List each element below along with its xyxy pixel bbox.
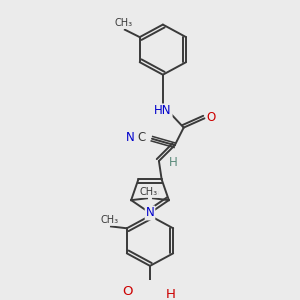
Text: CH₃: CH₃ xyxy=(115,18,133,28)
Text: CH₃: CH₃ xyxy=(142,187,160,197)
Text: N: N xyxy=(126,131,135,144)
Text: H: H xyxy=(168,156,177,170)
Text: C: C xyxy=(137,131,145,144)
Text: N: N xyxy=(146,206,154,220)
Text: HN: HN xyxy=(154,104,172,117)
Text: H: H xyxy=(166,288,176,300)
Text: O: O xyxy=(207,111,216,124)
Text: O: O xyxy=(122,285,133,298)
Text: CH₃: CH₃ xyxy=(140,187,158,197)
Text: CH₃: CH₃ xyxy=(101,215,119,225)
